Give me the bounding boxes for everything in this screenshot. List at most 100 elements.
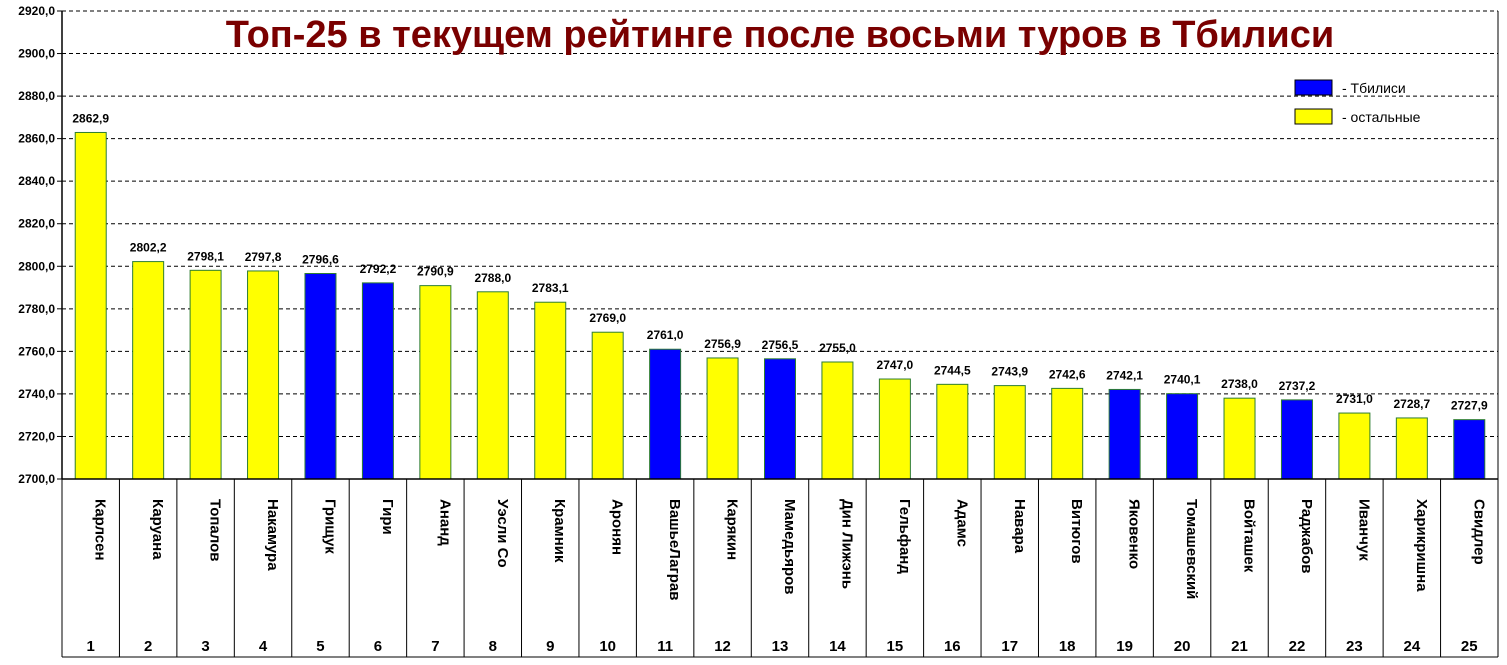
category-label: Мамедьяров [781, 499, 798, 595]
bar [1051, 387, 1084, 480]
rank-label: 17 [1001, 638, 1018, 655]
category-label: Грищук [321, 499, 338, 554]
bar [649, 348, 682, 480]
category-label: Витюгов [1068, 499, 1085, 564]
y-tick-label: 2900,0 [18, 47, 55, 61]
data-label: 2756,9 [704, 337, 741, 351]
category-label: Аронян [609, 499, 626, 555]
category-label: Крамник [551, 499, 568, 563]
data-label: 2742,6 [1049, 367, 1086, 381]
category-label: Харикришна [1413, 499, 1430, 592]
y-tick-label: 2720,0 [18, 429, 55, 443]
bar [247, 270, 280, 480]
rank-label: 2 [144, 638, 152, 655]
data-label: 2796,6 [302, 253, 339, 267]
category-label: Яковенко [1126, 499, 1143, 569]
rank-label: 19 [1116, 638, 1133, 655]
data-label: 2783,1 [532, 281, 569, 295]
rank-label: 24 [1403, 638, 1420, 655]
rank-label: 4 [259, 638, 268, 655]
y-tick-label: 2820,0 [18, 217, 55, 231]
rank-label: 10 [599, 638, 616, 655]
rank-label: 14 [829, 638, 846, 655]
bar [304, 273, 337, 480]
rank-label: 9 [546, 638, 554, 655]
rank-label: 7 [431, 638, 439, 655]
bar [1338, 412, 1371, 480]
data-label: 2798,1 [187, 249, 224, 263]
bar [1280, 399, 1313, 480]
category-label: Карякин [724, 499, 741, 560]
category-label: Войташек [1241, 499, 1258, 573]
bar [878, 378, 911, 480]
category-label: Каруана [149, 499, 166, 560]
bars [74, 131, 1486, 480]
bar [706, 357, 739, 480]
rank-label: 11 [657, 638, 673, 655]
category-label: Раджабов [1298, 499, 1315, 573]
rank-label: 5 [316, 638, 324, 655]
category-table: Карлсен 1 Каруана 2 Топалов 3 Накамура 4 Грищук 5… [61, 479, 1499, 658]
bar [764, 358, 796, 480]
bar [821, 361, 854, 480]
legend-swatch [1294, 108, 1333, 125]
data-label: 2727,9 [1451, 399, 1488, 413]
chart-title: Топ-25 в текущем рейтинге после восьми т… [226, 14, 1335, 56]
category-label: Гири [379, 499, 396, 535]
y-tick-label: 2860,0 [18, 132, 55, 146]
legend: - Тбилиси - остальные [1294, 79, 1421, 125]
bar [132, 261, 165, 480]
rank-label: 3 [201, 638, 209, 655]
data-label: 2728,7 [1393, 397, 1430, 411]
data-label: 2862,9 [72, 111, 109, 125]
rank-label: 6 [374, 638, 382, 655]
bar [1453, 419, 1486, 480]
data-label: 2740,1 [1164, 373, 1201, 387]
data-label: 2737,2 [1279, 379, 1316, 393]
category-label: Адамс [953, 499, 970, 547]
category-label: Дин Лижэнь [838, 499, 855, 589]
category-label: ВашьеЛаграв [666, 499, 683, 600]
rank-label: 1 [87, 638, 95, 655]
data-label: 2769,0 [589, 311, 626, 325]
category-label: Карлсен [92, 499, 109, 561]
y-tick-label: 2800,0 [18, 259, 55, 273]
bar [189, 269, 222, 480]
bar [361, 282, 394, 480]
legend-swatch [1294, 79, 1333, 96]
rank-label: 16 [944, 638, 961, 655]
rank-label: 18 [1059, 638, 1076, 655]
bar [419, 285, 452, 480]
category-label: Топалов [207, 499, 224, 562]
y-tick-label: 2920,0 [18, 4, 55, 18]
y-tick-label: 2740,0 [18, 387, 55, 401]
data-label: 2731,0 [1336, 392, 1373, 406]
rank-label: 25 [1461, 638, 1478, 655]
bar [1395, 417, 1428, 480]
legend-label: - остальные [1342, 109, 1421, 125]
data-label: 2744,5 [934, 363, 971, 377]
category-label: Томашевский [1183, 499, 1200, 599]
bar [1108, 388, 1141, 480]
y-tick-label: 2780,0 [18, 302, 55, 316]
data-label: 2797,8 [245, 250, 282, 264]
bar [591, 331, 624, 480]
data-label: 2738,0 [1221, 377, 1258, 391]
category-label: Гельфанд [896, 499, 913, 574]
data-label: 2761,0 [647, 328, 684, 342]
category-label: Накамура [264, 499, 281, 571]
data-label: 2756,5 [762, 338, 799, 352]
rank-label: 22 [1289, 638, 1306, 655]
category-label: Иванчук [1355, 499, 1372, 561]
data-labels: 2862,9 2802,2 2798,1 2797,8 2796,6 2792,2 2790… [72, 111, 1488, 412]
rank-label: 8 [489, 638, 497, 655]
category-label: Навара [1011, 499, 1028, 554]
y-axis: 2700,0 2720,0 2740,0 2760,0 2780,0 2800,0 2820… [18, 4, 1499, 486]
y-tick-label: 2880,0 [18, 89, 55, 103]
bar [993, 385, 1026, 480]
data-label: 2747,0 [877, 358, 914, 372]
rank-label: 12 [714, 638, 731, 655]
rank-label: 21 [1231, 638, 1248, 655]
data-label: 2743,9 [991, 365, 1028, 379]
category-label: Свидлер [1470, 499, 1487, 565]
